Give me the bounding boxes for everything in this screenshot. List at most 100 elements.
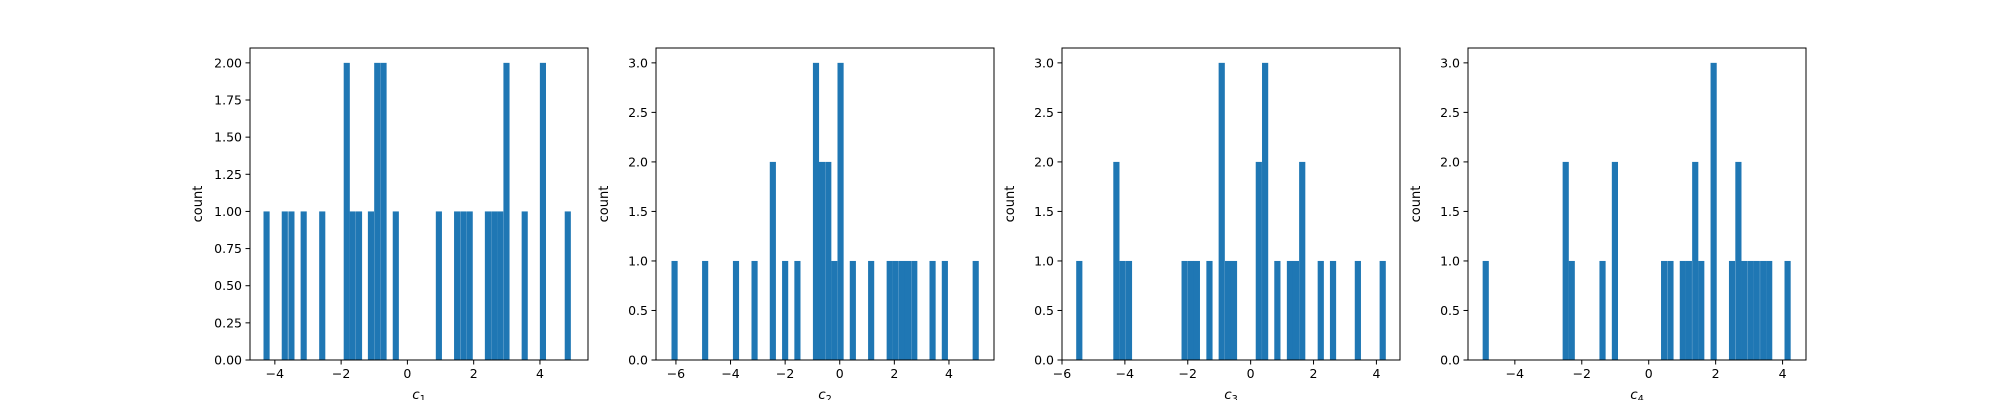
histogram-bar xyxy=(1292,260,1300,360)
y-tick-label: 2.5 xyxy=(1440,105,1460,120)
histogram-bar xyxy=(825,161,832,360)
x-tick-label: −6 xyxy=(667,366,685,381)
histogram-bar xyxy=(521,211,528,360)
histogram-bar xyxy=(466,211,473,360)
y-tick-label: 0.50 xyxy=(214,278,242,293)
x-tick-label: −2 xyxy=(1573,366,1591,381)
histogram-bar xyxy=(1728,260,1736,360)
x-tick-label: 2 xyxy=(1310,366,1318,381)
histogram-bar xyxy=(1317,260,1324,360)
histogram-bar xyxy=(849,260,856,360)
x-tick-label: 4 xyxy=(945,366,953,381)
histogram-bar xyxy=(732,260,740,360)
histogram-bar xyxy=(454,211,461,360)
histogram-bar xyxy=(1299,161,1306,360)
y-tick-label: 2.00 xyxy=(214,55,242,70)
y-tick-label: 3.0 xyxy=(628,55,648,70)
histogram-bar xyxy=(300,211,307,360)
y-tick-label: 1.0 xyxy=(628,253,648,268)
histogram-bar xyxy=(1113,161,1120,360)
y-tick-label: 1.0 xyxy=(1034,253,1054,268)
histogram-bar xyxy=(892,260,899,360)
x-tick-label: 2 xyxy=(470,366,478,381)
histogram-bar xyxy=(374,62,381,360)
histogram-bar xyxy=(1193,260,1200,360)
x-tick-label: 0 xyxy=(836,366,844,381)
histogram-bar xyxy=(837,62,844,360)
histogram-bar xyxy=(702,260,709,360)
x-tick-label: −4 xyxy=(266,366,284,381)
y-tick-label: 1.5 xyxy=(628,204,648,219)
histogram-bar xyxy=(1685,260,1692,360)
histogram-bar xyxy=(941,260,948,360)
y-tick-label: 0.00 xyxy=(214,353,242,368)
histogram-bar xyxy=(1766,260,1773,360)
histogram-bar xyxy=(1661,260,1668,360)
histogram-bar xyxy=(818,161,826,360)
histogram-panel-2: −6 −4 −2 0 2 4 0.0 0.5 1.0 1.5 2.0 2.5 3.0 c2 count xyxy=(597,47,995,400)
y-tick-label: 0.0 xyxy=(1440,353,1460,368)
histogram-bar xyxy=(1710,62,1717,360)
histogram-bar xyxy=(782,260,789,360)
histogram-bar xyxy=(1698,260,1705,360)
x-tick-label: 4 xyxy=(536,366,544,381)
histogram-bar xyxy=(484,211,491,360)
y-tick-label: 2.0 xyxy=(1440,154,1460,169)
histogram-bar xyxy=(1562,161,1569,360)
histogram-bar xyxy=(1224,260,1232,360)
histogram-bar xyxy=(503,62,510,360)
histogram-bar xyxy=(1187,260,1195,360)
x-tick-label: −4 xyxy=(721,366,739,381)
histogram-bar xyxy=(671,260,678,360)
x-tick-label: −2 xyxy=(332,366,350,381)
y-tick-label: 0.75 xyxy=(214,241,242,256)
histogram-bar xyxy=(751,260,758,360)
histogram-bar xyxy=(898,260,906,360)
x-tick-label: 2 xyxy=(890,366,898,381)
histogram-bar xyxy=(1230,260,1238,360)
y-tick-label: 2.0 xyxy=(628,154,648,169)
histogram-bar xyxy=(281,211,288,360)
histogram-bar xyxy=(392,211,399,360)
histogram-bar xyxy=(1262,62,1269,360)
histogram-bar xyxy=(460,211,467,360)
histogram-bar xyxy=(1599,260,1606,360)
x-axis-label-subscript: 1 xyxy=(420,394,426,400)
histogram-panel-4: −4 −2 0 2 4 0.0 0.5 1.0 1.5 2.0 2.5 3.0 c4 count xyxy=(1409,47,1807,400)
histogram-bar xyxy=(1255,161,1262,360)
histogram-bar xyxy=(911,260,918,360)
y-tick-label: 1.5 xyxy=(1440,204,1460,219)
histogram-bar xyxy=(1379,260,1386,360)
histogram-bar xyxy=(972,260,979,360)
histogram-bar xyxy=(1568,260,1575,360)
histogram-panel-1: −4 −2 0 2 4 0.00 0.25 0.50 0.75 1.00 1.25 1.50 1.75 2… xyxy=(191,47,589,400)
y-tick-label: 1.0 xyxy=(1440,253,1460,268)
histogram-bar xyxy=(1286,260,1294,360)
histogram-bar xyxy=(1679,260,1686,360)
y-tick-label: 3.0 xyxy=(1440,55,1460,70)
x-axis-label-subscript: 2 xyxy=(826,394,832,400)
histogram-bar xyxy=(1747,260,1754,360)
x-tick-label: −6 xyxy=(1053,366,1071,381)
x-tick-label: 4 xyxy=(1779,366,1787,381)
histogram-bar xyxy=(831,260,838,360)
y-tick-label: 3.0 xyxy=(1034,55,1054,70)
histogram-bar xyxy=(435,211,442,360)
y-tick-label: 1.00 xyxy=(214,204,242,219)
histogram-bar xyxy=(1611,161,1618,360)
histogram-bar xyxy=(904,260,912,360)
x-axis-label-subscript: 4 xyxy=(1638,394,1644,400)
histogram-bar xyxy=(497,211,504,360)
y-tick-label: 2.0 xyxy=(1034,154,1054,169)
axes-frame xyxy=(1467,47,1807,361)
x-axis-label: c3 xyxy=(1224,387,1237,400)
axes-frame xyxy=(249,47,589,361)
axes-frame xyxy=(655,47,995,361)
x-axis-label: c2 xyxy=(818,387,831,400)
histogram-bar xyxy=(1784,260,1791,360)
histogram-bar xyxy=(1206,260,1213,360)
x-tick-label: 0 xyxy=(1247,366,1255,381)
y-tick-label: 2.5 xyxy=(628,105,648,120)
histogram-bar xyxy=(769,161,776,360)
